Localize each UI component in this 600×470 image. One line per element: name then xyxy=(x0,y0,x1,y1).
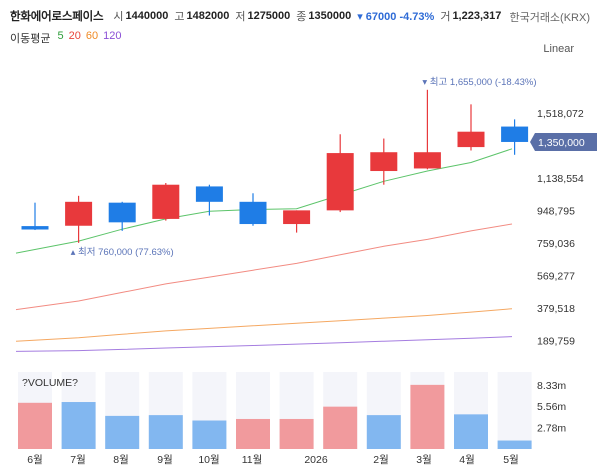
x-tick-label: 2026 xyxy=(304,454,328,466)
high-label: 고 xyxy=(174,11,185,23)
candle-body[interactable] xyxy=(283,210,311,225)
volume-bar[interactable] xyxy=(18,402,52,449)
ma-line-5 xyxy=(15,148,513,254)
ma-legend-item-60[interactable]: 60 xyxy=(85,30,99,42)
y-tick-label: 569,277 xyxy=(537,270,575,282)
y-tick-label: 189,759 xyxy=(537,335,575,347)
volume-bar[interactable] xyxy=(61,402,96,449)
stock-name: 한화에어로스페이스 xyxy=(10,11,104,23)
volume-bar[interactable] xyxy=(148,415,183,449)
x-tick-label: 5월 xyxy=(503,454,519,466)
volume-bar[interactable] xyxy=(410,384,445,449)
ma-legend: 이동평균 5 20 60 120 xyxy=(10,30,121,46)
y-tick-label: 948,795 xyxy=(537,206,575,218)
high-value: 1482000 xyxy=(186,10,230,22)
open-label: 시 xyxy=(113,11,124,23)
volume-bar[interactable] xyxy=(192,420,227,449)
low-label: 저 xyxy=(235,11,246,23)
volume-bar[interactable] xyxy=(236,418,270,449)
candle-body[interactable] xyxy=(65,201,93,226)
close-value: 1350000 xyxy=(308,10,352,22)
candle-body[interactable] xyxy=(457,131,485,148)
ma-legend-item-5[interactable]: 5 xyxy=(57,30,64,42)
volume-y-tick-label: 8.33m xyxy=(537,380,566,392)
ma-line-60 xyxy=(15,308,513,342)
x-tick-label: 6월 xyxy=(27,454,43,466)
x-tick-label: 3월 xyxy=(416,454,432,466)
volume-bar[interactable] xyxy=(279,418,314,449)
volume-bar[interactable] xyxy=(366,415,401,449)
volume-bar[interactable] xyxy=(105,415,140,449)
volume-label: 거 xyxy=(440,11,451,23)
y-tick-label: 759,036 xyxy=(537,238,575,250)
candle-body[interactable] xyxy=(326,153,354,211)
high-annotation: ▾ 최고 1,655,000 (-18.43%) xyxy=(422,77,536,88)
volume-bar[interactable] xyxy=(454,414,488,449)
x-tick-label: 4월 xyxy=(459,454,475,466)
ma-legend-item-120[interactable]: 120 xyxy=(103,30,122,42)
volume-y-tick-label: 5.56m xyxy=(537,401,566,413)
scale-toggle[interactable]: Linear xyxy=(543,43,574,55)
candle-body[interactable] xyxy=(152,184,180,219)
candle-body[interactable] xyxy=(195,186,223,202)
volume-title: ?VOLUME? xyxy=(22,377,78,389)
candle-body[interactable] xyxy=(239,201,267,225)
open-value: 1440000 xyxy=(125,10,169,22)
x-tick-label: 7월 xyxy=(70,454,86,466)
volume-bar[interactable] xyxy=(497,440,532,449)
candle-body[interactable] xyxy=(108,202,136,223)
last-price-label: 1,350,000 xyxy=(538,137,585,149)
candle-body[interactable] xyxy=(370,152,398,172)
last-price-badge xyxy=(530,132,597,151)
ma-legend-item-20[interactable]: 20 xyxy=(68,30,81,42)
low-value: 1275000 xyxy=(247,10,291,22)
volume-bg-column xyxy=(497,372,532,449)
x-tick-label: 9월 xyxy=(157,454,173,466)
candle-body[interactable] xyxy=(21,226,49,230)
ma-line-120 xyxy=(15,336,513,352)
x-tick-label: 10월 xyxy=(198,454,219,466)
x-tick-label: 8월 xyxy=(113,454,129,466)
volume-bar[interactable] xyxy=(323,406,358,449)
x-tick-label: 11월 xyxy=(242,454,263,466)
close-label: 종 xyxy=(296,11,307,23)
exchange-label: 한국거래소(KRX) xyxy=(509,12,590,24)
ma-legend-title: 이동평균 xyxy=(10,33,51,45)
ma-line-20 xyxy=(15,223,513,311)
candle-body[interactable] xyxy=(413,152,441,169)
y-tick-label: 379,518 xyxy=(537,303,575,315)
y-tick-label: 1,518,072 xyxy=(537,108,584,120)
low-annotation: ▴ 최저 760,000 (77.63%) xyxy=(71,247,174,258)
quote-header: 한화에어로스페이스 시 1440000 고 1482000 저 1275000 … xyxy=(10,8,507,24)
volume-value: 1,223,317 xyxy=(452,10,502,22)
candle-body[interactable] xyxy=(501,126,529,142)
change-value: ▾ 67000 -4.73% xyxy=(357,10,435,23)
y-tick-label: 1,138,554 xyxy=(537,173,584,185)
volume-y-tick-label: 2.78m xyxy=(537,423,566,435)
x-tick-label: 2월 xyxy=(373,454,389,466)
